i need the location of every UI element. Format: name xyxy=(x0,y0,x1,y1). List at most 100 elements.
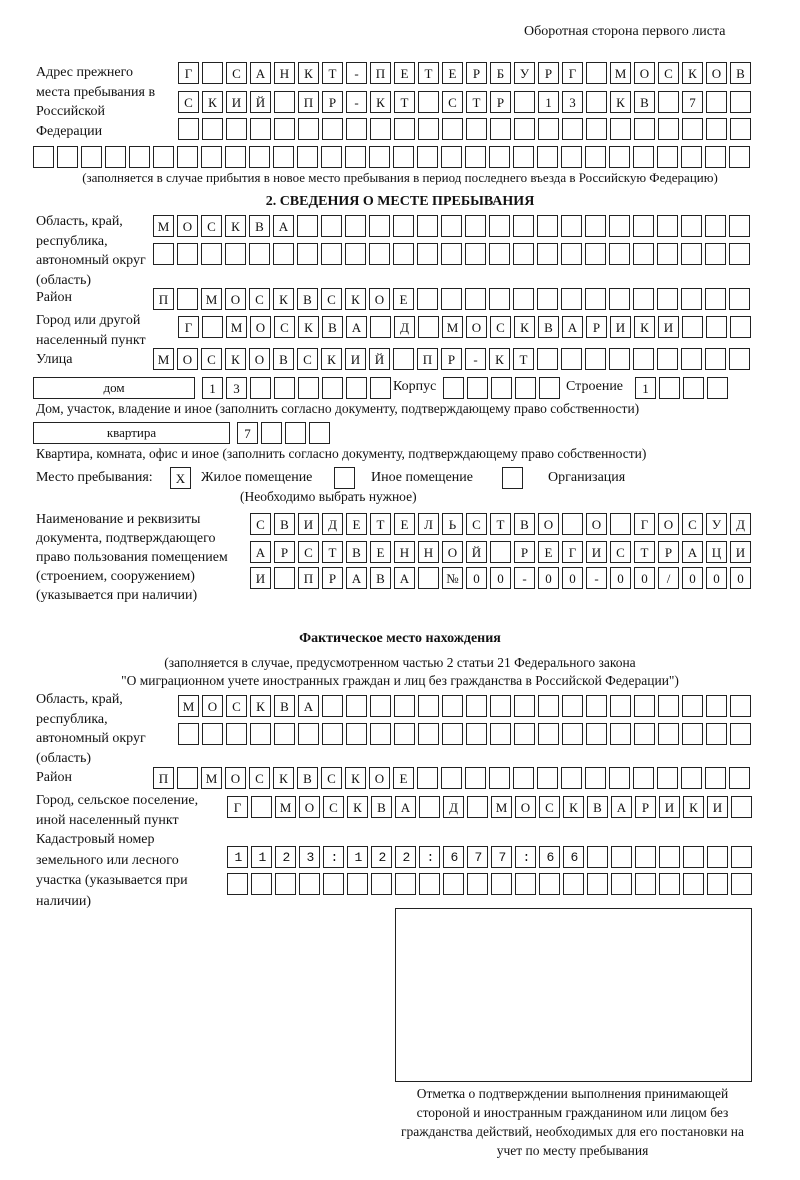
char-cell[interactable] xyxy=(537,767,558,789)
char-cell[interactable] xyxy=(634,695,655,717)
char-cell[interactable]: Е xyxy=(442,62,463,84)
char-cell[interactable]: С xyxy=(658,62,679,84)
char-cell[interactable]: П xyxy=(298,91,319,113)
char-cell[interactable]: К xyxy=(298,62,319,84)
char-cell[interactable] xyxy=(321,243,342,265)
char-cell[interactable]: К xyxy=(298,316,319,338)
char-cell[interactable]: Р xyxy=(466,62,487,84)
char-cell[interactable]: В xyxy=(587,796,608,818)
char-cell[interactable] xyxy=(321,215,342,237)
char-cell[interactable]: - xyxy=(586,567,607,589)
char-cell[interactable] xyxy=(369,215,390,237)
char-cell[interactable] xyxy=(706,118,727,140)
char-cell[interactable]: Д xyxy=(443,796,464,818)
char-cell[interactable] xyxy=(418,316,439,338)
char-cell[interactable] xyxy=(731,846,752,868)
char-cell[interactable] xyxy=(394,118,415,140)
char-cell[interactable] xyxy=(609,243,630,265)
structure-cells[interactable]: 1 xyxy=(635,377,728,399)
char-cell[interactable] xyxy=(659,873,680,895)
char-cell[interactable] xyxy=(729,288,750,310)
char-cell[interactable] xyxy=(298,723,319,745)
char-cell[interactable] xyxy=(369,243,390,265)
char-cell[interactable]: 0 xyxy=(730,567,751,589)
char-cell[interactable] xyxy=(81,146,102,168)
char-cell[interactable] xyxy=(609,767,630,789)
char-cell[interactable] xyxy=(562,118,583,140)
char-cell[interactable] xyxy=(419,873,440,895)
char-cell[interactable]: С xyxy=(490,316,511,338)
char-cell[interactable] xyxy=(514,91,535,113)
char-cell[interactable] xyxy=(683,846,704,868)
char-cell[interactable]: 7 xyxy=(682,91,703,113)
char-cell[interactable] xyxy=(33,146,54,168)
char-cell[interactable] xyxy=(299,873,320,895)
actual-region-row-2[interactable] xyxy=(178,723,751,745)
char-cell[interactable] xyxy=(322,118,343,140)
char-cell[interactable]: К xyxy=(610,91,631,113)
char-cell[interactable] xyxy=(202,118,223,140)
char-cell[interactable] xyxy=(586,695,607,717)
char-cell[interactable] xyxy=(467,796,488,818)
char-cell[interactable] xyxy=(418,118,439,140)
char-cell[interactable]: Т xyxy=(370,513,391,535)
char-cell[interactable]: Й xyxy=(369,348,390,370)
char-cell[interactable] xyxy=(513,767,534,789)
char-cell[interactable]: О xyxy=(586,513,607,535)
char-cell[interactable]: О xyxy=(466,316,487,338)
char-cell[interactable]: М xyxy=(201,288,222,310)
char-cell[interactable] xyxy=(586,91,607,113)
char-cell[interactable]: Л xyxy=(418,513,439,535)
char-cell[interactable] xyxy=(657,243,678,265)
char-cell[interactable] xyxy=(251,796,272,818)
char-cell[interactable]: М xyxy=(275,796,296,818)
char-cell[interactable] xyxy=(658,91,679,113)
char-cell[interactable] xyxy=(177,146,198,168)
char-cell[interactable]: С xyxy=(250,513,271,535)
char-cell[interactable] xyxy=(706,91,727,113)
char-cell[interactable] xyxy=(490,541,511,563)
char-cell[interactable] xyxy=(657,767,678,789)
char-cell[interactable] xyxy=(489,243,510,265)
char-cell[interactable]: О xyxy=(299,796,320,818)
char-cell[interactable] xyxy=(201,146,222,168)
char-cell[interactable]: 1 xyxy=(202,377,223,399)
char-cell[interactable] xyxy=(658,695,679,717)
char-cell[interactable] xyxy=(682,695,703,717)
char-cell[interactable]: Е xyxy=(393,767,414,789)
char-cell[interactable] xyxy=(610,695,631,717)
char-cell[interactable] xyxy=(705,288,726,310)
char-cell[interactable] xyxy=(659,846,680,868)
char-cell[interactable] xyxy=(178,118,199,140)
char-cell[interactable]: А xyxy=(562,316,583,338)
char-cell[interactable]: П xyxy=(298,567,319,589)
char-cell[interactable]: В xyxy=(274,695,295,717)
char-cell[interactable]: С xyxy=(274,316,295,338)
char-cell[interactable]: В xyxy=(297,767,318,789)
char-cell[interactable]: Р xyxy=(658,541,679,563)
char-cell[interactable] xyxy=(537,288,558,310)
char-cell[interactable]: К xyxy=(345,288,366,310)
char-cell[interactable]: И xyxy=(250,567,271,589)
char-cell[interactable]: Е xyxy=(346,513,367,535)
char-cell[interactable] xyxy=(285,422,306,444)
char-cell[interactable] xyxy=(730,695,751,717)
char-cell[interactable] xyxy=(611,873,632,895)
char-cell[interactable] xyxy=(633,215,654,237)
char-cell[interactable] xyxy=(441,215,462,237)
char-cell[interactable] xyxy=(371,873,392,895)
char-cell[interactable]: С xyxy=(323,796,344,818)
char-cell[interactable]: 0 xyxy=(634,567,655,589)
char-cell[interactable] xyxy=(705,348,726,370)
char-cell[interactable]: Р xyxy=(441,348,462,370)
char-cell[interactable]: 0 xyxy=(490,567,511,589)
char-cell[interactable]: 0 xyxy=(538,567,559,589)
char-cell[interactable]: Ц xyxy=(706,541,727,563)
char-cell[interactable] xyxy=(561,243,582,265)
char-cell[interactable]: С xyxy=(610,541,631,563)
char-cell[interactable] xyxy=(634,723,655,745)
char-cell[interactable] xyxy=(345,243,366,265)
char-cell[interactable]: И xyxy=(658,316,679,338)
